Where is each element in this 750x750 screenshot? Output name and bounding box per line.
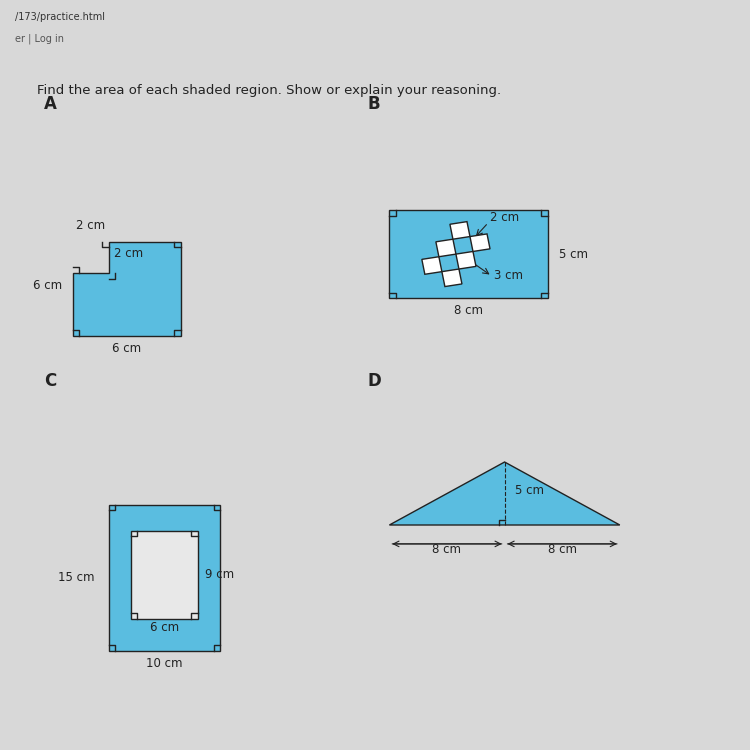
Polygon shape xyxy=(456,251,476,269)
Text: 6 cm: 6 cm xyxy=(112,342,141,355)
Text: 2 cm: 2 cm xyxy=(76,219,105,232)
Text: 5 cm: 5 cm xyxy=(559,248,587,260)
Text: 15 cm: 15 cm xyxy=(58,572,94,584)
Polygon shape xyxy=(389,462,620,525)
Polygon shape xyxy=(442,269,462,286)
Polygon shape xyxy=(422,256,442,274)
Text: 8 cm: 8 cm xyxy=(454,304,483,317)
Text: A: A xyxy=(44,95,57,113)
Bar xyxy=(131,531,198,619)
Text: 9 cm: 9 cm xyxy=(205,568,234,581)
Text: 2 cm: 2 cm xyxy=(490,211,520,224)
Text: 6 cm: 6 cm xyxy=(150,621,179,634)
Text: 6 cm: 6 cm xyxy=(33,279,62,292)
Text: C: C xyxy=(44,373,56,391)
Text: D: D xyxy=(368,373,382,391)
Text: er | Log in: er | Log in xyxy=(15,34,64,44)
Text: B: B xyxy=(368,95,380,113)
Bar xyxy=(389,210,548,298)
Bar xyxy=(109,505,220,651)
Polygon shape xyxy=(450,222,470,239)
Polygon shape xyxy=(436,239,456,256)
Polygon shape xyxy=(73,242,181,336)
Text: 2 cm: 2 cm xyxy=(114,248,143,260)
Text: /173/practice.html: /173/practice.html xyxy=(15,12,105,22)
Text: 8 cm: 8 cm xyxy=(433,543,461,556)
Text: Find the area of each shaded region. Show or explain your reasoning.: Find the area of each shaded region. Sho… xyxy=(37,84,501,97)
Polygon shape xyxy=(470,234,490,251)
Text: 8 cm: 8 cm xyxy=(548,543,577,556)
Text: 10 cm: 10 cm xyxy=(146,657,183,670)
Text: 5 cm: 5 cm xyxy=(515,484,544,496)
Text: 3 cm: 3 cm xyxy=(494,269,523,282)
